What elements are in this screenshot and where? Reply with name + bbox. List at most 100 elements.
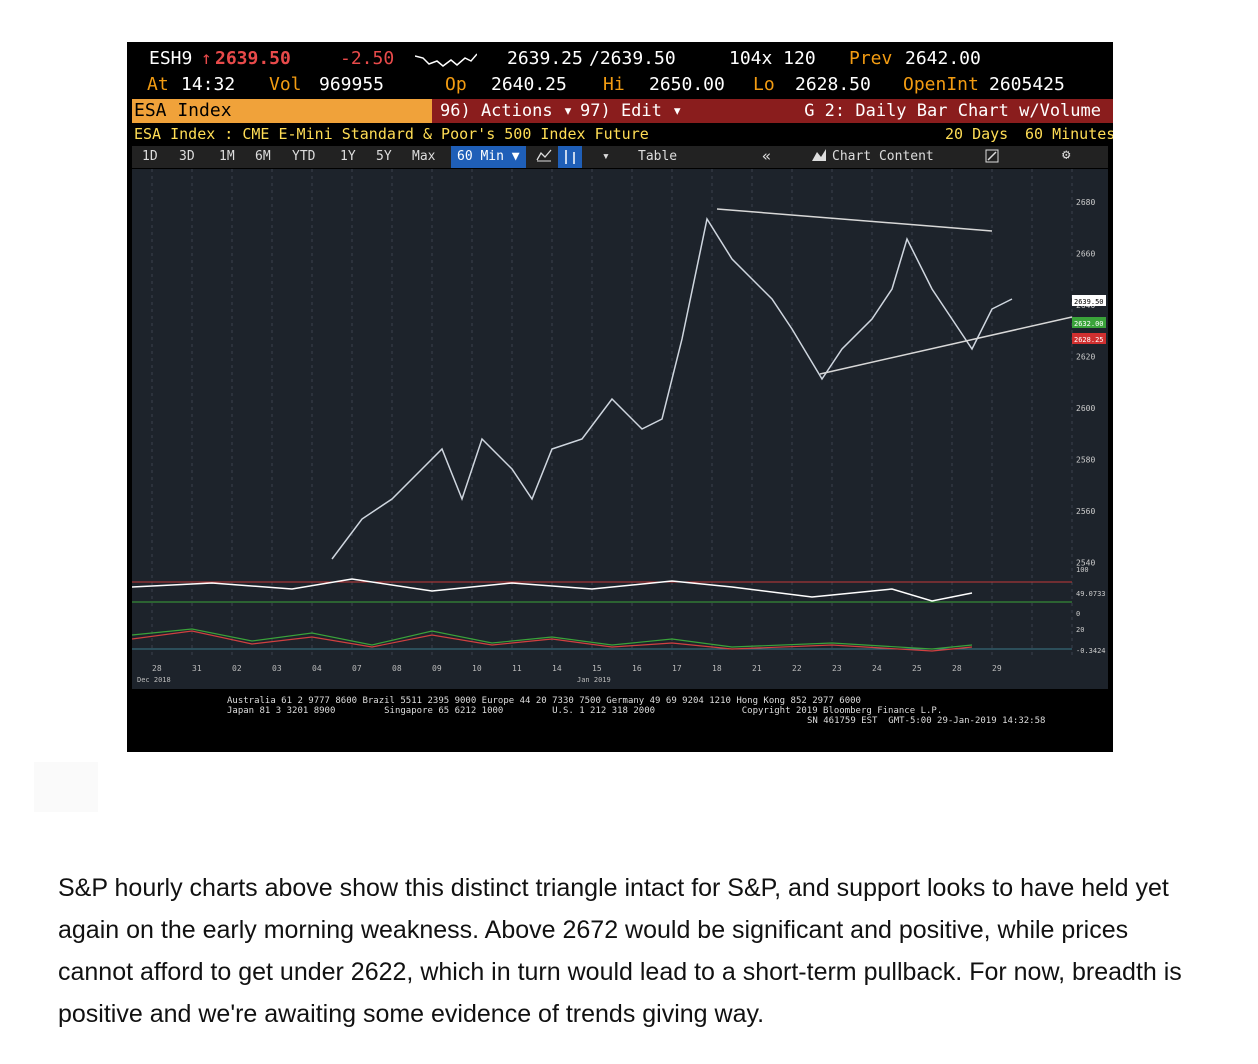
- price-flag-label: 2628.25: [1074, 336, 1104, 344]
- price-tick: 2580: [1076, 456, 1095, 465]
- ticker: ESH9: [149, 48, 193, 69]
- rsi-line: [131, 578, 973, 602]
- x-tick: 17: [672, 664, 682, 673]
- bid-price: 2639.25: [507, 48, 583, 69]
- open-interest: 2605425: [989, 74, 1065, 95]
- period-ytd[interactable]: YTD: [292, 149, 316, 164]
- interval-dropdown[interactable]: 60 Min ▼: [451, 146, 526, 168]
- chevron-down-icon[interactable]: ▾: [602, 149, 610, 164]
- footer-line-1: Australia 61 2 9777 8600 Brazil 5511 239…: [227, 696, 861, 706]
- x-tick: 24: [872, 664, 882, 673]
- security-description: ESA Index : CME E-Mini Standard & Poor's…: [134, 125, 649, 143]
- x-tick: 10: [472, 664, 482, 673]
- chart-toolbar: 1D 3D 1M 6M YTD 1Y 5Y Max 60 Min ▼ ▾ Tab…: [132, 146, 1108, 168]
- x-tick: 09: [432, 664, 442, 673]
- x-tick: 29: [992, 664, 1002, 673]
- share-widget[interactable]: [34, 762, 98, 812]
- volume: 969955: [319, 74, 385, 95]
- bloomberg-terminal-screenshot: ESH9 ↑ 2639.50 -2.50 2639.25 /2639.50 10…: [127, 42, 1113, 752]
- x-tick: 21: [752, 664, 762, 673]
- table-button[interactable]: Table: [638, 149, 678, 164]
- vol-label: Vol: [269, 74, 302, 95]
- chart-content-icon[interactable]: [812, 149, 826, 165]
- sparkline-icon: [415, 53, 477, 67]
- period-1d[interactable]: 1D: [142, 149, 158, 164]
- x-tick: 07: [352, 664, 362, 673]
- rsi-tick: 100: [1076, 566, 1089, 574]
- x-tick: 22: [792, 664, 802, 673]
- at-label: At: [147, 74, 169, 95]
- macd-value: -0.3424: [1076, 647, 1106, 655]
- ask-price: /2639.50: [589, 48, 676, 69]
- hi-label: Hi: [603, 74, 625, 95]
- security-field[interactable]: ESA Index: [132, 99, 432, 123]
- price-flag: [1072, 317, 1106, 328]
- period-5y[interactable]: 5Y: [376, 149, 392, 164]
- x-sub-jan: Jan 2019: [577, 676, 611, 684]
- footer-line-2: Japan 81 3 3201 8900 Singapore 65 6212 1…: [227, 706, 943, 716]
- rsi-tick: 20: [1076, 626, 1084, 634]
- op-label: Op: [445, 74, 467, 95]
- open-price: 2640.25: [491, 74, 567, 95]
- x-tick: 25: [912, 664, 922, 673]
- x-tick: 16: [632, 664, 642, 673]
- prev-label: Prev: [849, 48, 893, 69]
- price-flag: [1072, 295, 1106, 306]
- description-line: ESA Index : CME E-Mini Standard & Poor's…: [127, 124, 1113, 144]
- period-1m[interactable]: 1M: [219, 149, 235, 164]
- x-tick: 04: [312, 664, 322, 673]
- x-tick: 31: [192, 664, 202, 673]
- x-tick: 28: [152, 664, 162, 673]
- price-chart-panel[interactable]: 268026602640262026002580256025402639.502…: [131, 169, 1108, 689]
- price-tick: 2620: [1076, 353, 1095, 362]
- net-change: -2.50: [340, 48, 395, 69]
- gear-icon[interactable]: ⚙: [1062, 147, 1071, 163]
- article-paragraph: S&P hourly charts above show this distin…: [58, 874, 1182, 1028]
- price-chart: 268026602640262026002580256025402639.502…: [131, 169, 1106, 684]
- chart-content-button[interactable]: Chart Content: [832, 149, 934, 164]
- lo-label: Lo: [753, 74, 775, 95]
- price-flag-label: 2639.50: [1074, 298, 1104, 306]
- price-tick: 2660: [1076, 250, 1095, 259]
- actions-menu[interactable]: 96) Actions ▾: [440, 101, 574, 121]
- period-1y[interactable]: 1Y: [340, 149, 356, 164]
- rsi-tick: 49.0733: [1076, 590, 1106, 598]
- line-chart-icon[interactable]: [536, 148, 552, 166]
- x-tick: 15: [592, 664, 602, 673]
- price-tick: 2560: [1076, 507, 1095, 516]
- macd-line: [131, 628, 973, 650]
- high-price: 2650.00: [649, 74, 725, 95]
- price-tick: 2600: [1076, 404, 1095, 413]
- x-tick: 18: [712, 664, 722, 673]
- upper-trendline: [716, 208, 993, 232]
- interval-setting[interactable]: 60 Minutes: [1025, 125, 1113, 143]
- security-bar: ESA Index 96) Actions ▾ 97) Edit ▾ G 2: …: [127, 99, 1113, 123]
- price-tick: 2540: [1076, 559, 1095, 568]
- edit-menu[interactable]: 97) Edit ▾: [580, 101, 683, 121]
- x-tick: 14: [552, 664, 562, 673]
- period-3d[interactable]: 3D: [179, 149, 195, 164]
- prev-value: 2642.00: [905, 48, 981, 69]
- quote-line-1: ESH9 ↑ 2639.50 -2.50 2639.25 /2639.50 10…: [127, 48, 1113, 72]
- open-interest-label: OpenInt: [903, 74, 979, 95]
- chart-title: G 2: Daily Bar Chart w/Volume: [804, 101, 1101, 121]
- up-arrow-icon: ↑: [201, 48, 212, 69]
- collapse-icon[interactable]: «: [762, 147, 772, 165]
- edit-icon[interactable]: [985, 149, 999, 167]
- period-max[interactable]: Max: [412, 149, 436, 164]
- period-6m[interactable]: 6M: [255, 149, 271, 164]
- x-tick: 03: [272, 664, 282, 673]
- quote-line-2: At 14:32 Vol 969955 Op 2640.25 Hi 2650.0…: [127, 74, 1113, 98]
- x-tick: 23: [832, 664, 842, 673]
- last-price: 2639.50: [215, 48, 291, 69]
- days-setting[interactable]: 20 Days: [945, 125, 1009, 143]
- bid-ask-size: 104x 120: [729, 48, 816, 69]
- lower-trendline: [819, 316, 1073, 375]
- low-price: 2628.50: [795, 74, 871, 95]
- x-tick: 28: [952, 664, 962, 673]
- terminal-footer: Australia 61 2 9777 8600 Brazil 5511 239…: [227, 696, 1045, 726]
- action-bar: 96) Actions ▾ 97) Edit ▾ G 2: Daily Bar …: [432, 99, 1113, 123]
- footer-line-3: SN 461759 EST GMT-5:00 29-Jan-2019 14:32…: [807, 716, 1046, 726]
- rsi-tick: 0: [1076, 610, 1080, 618]
- bar-chart-icon[interactable]: [558, 146, 582, 168]
